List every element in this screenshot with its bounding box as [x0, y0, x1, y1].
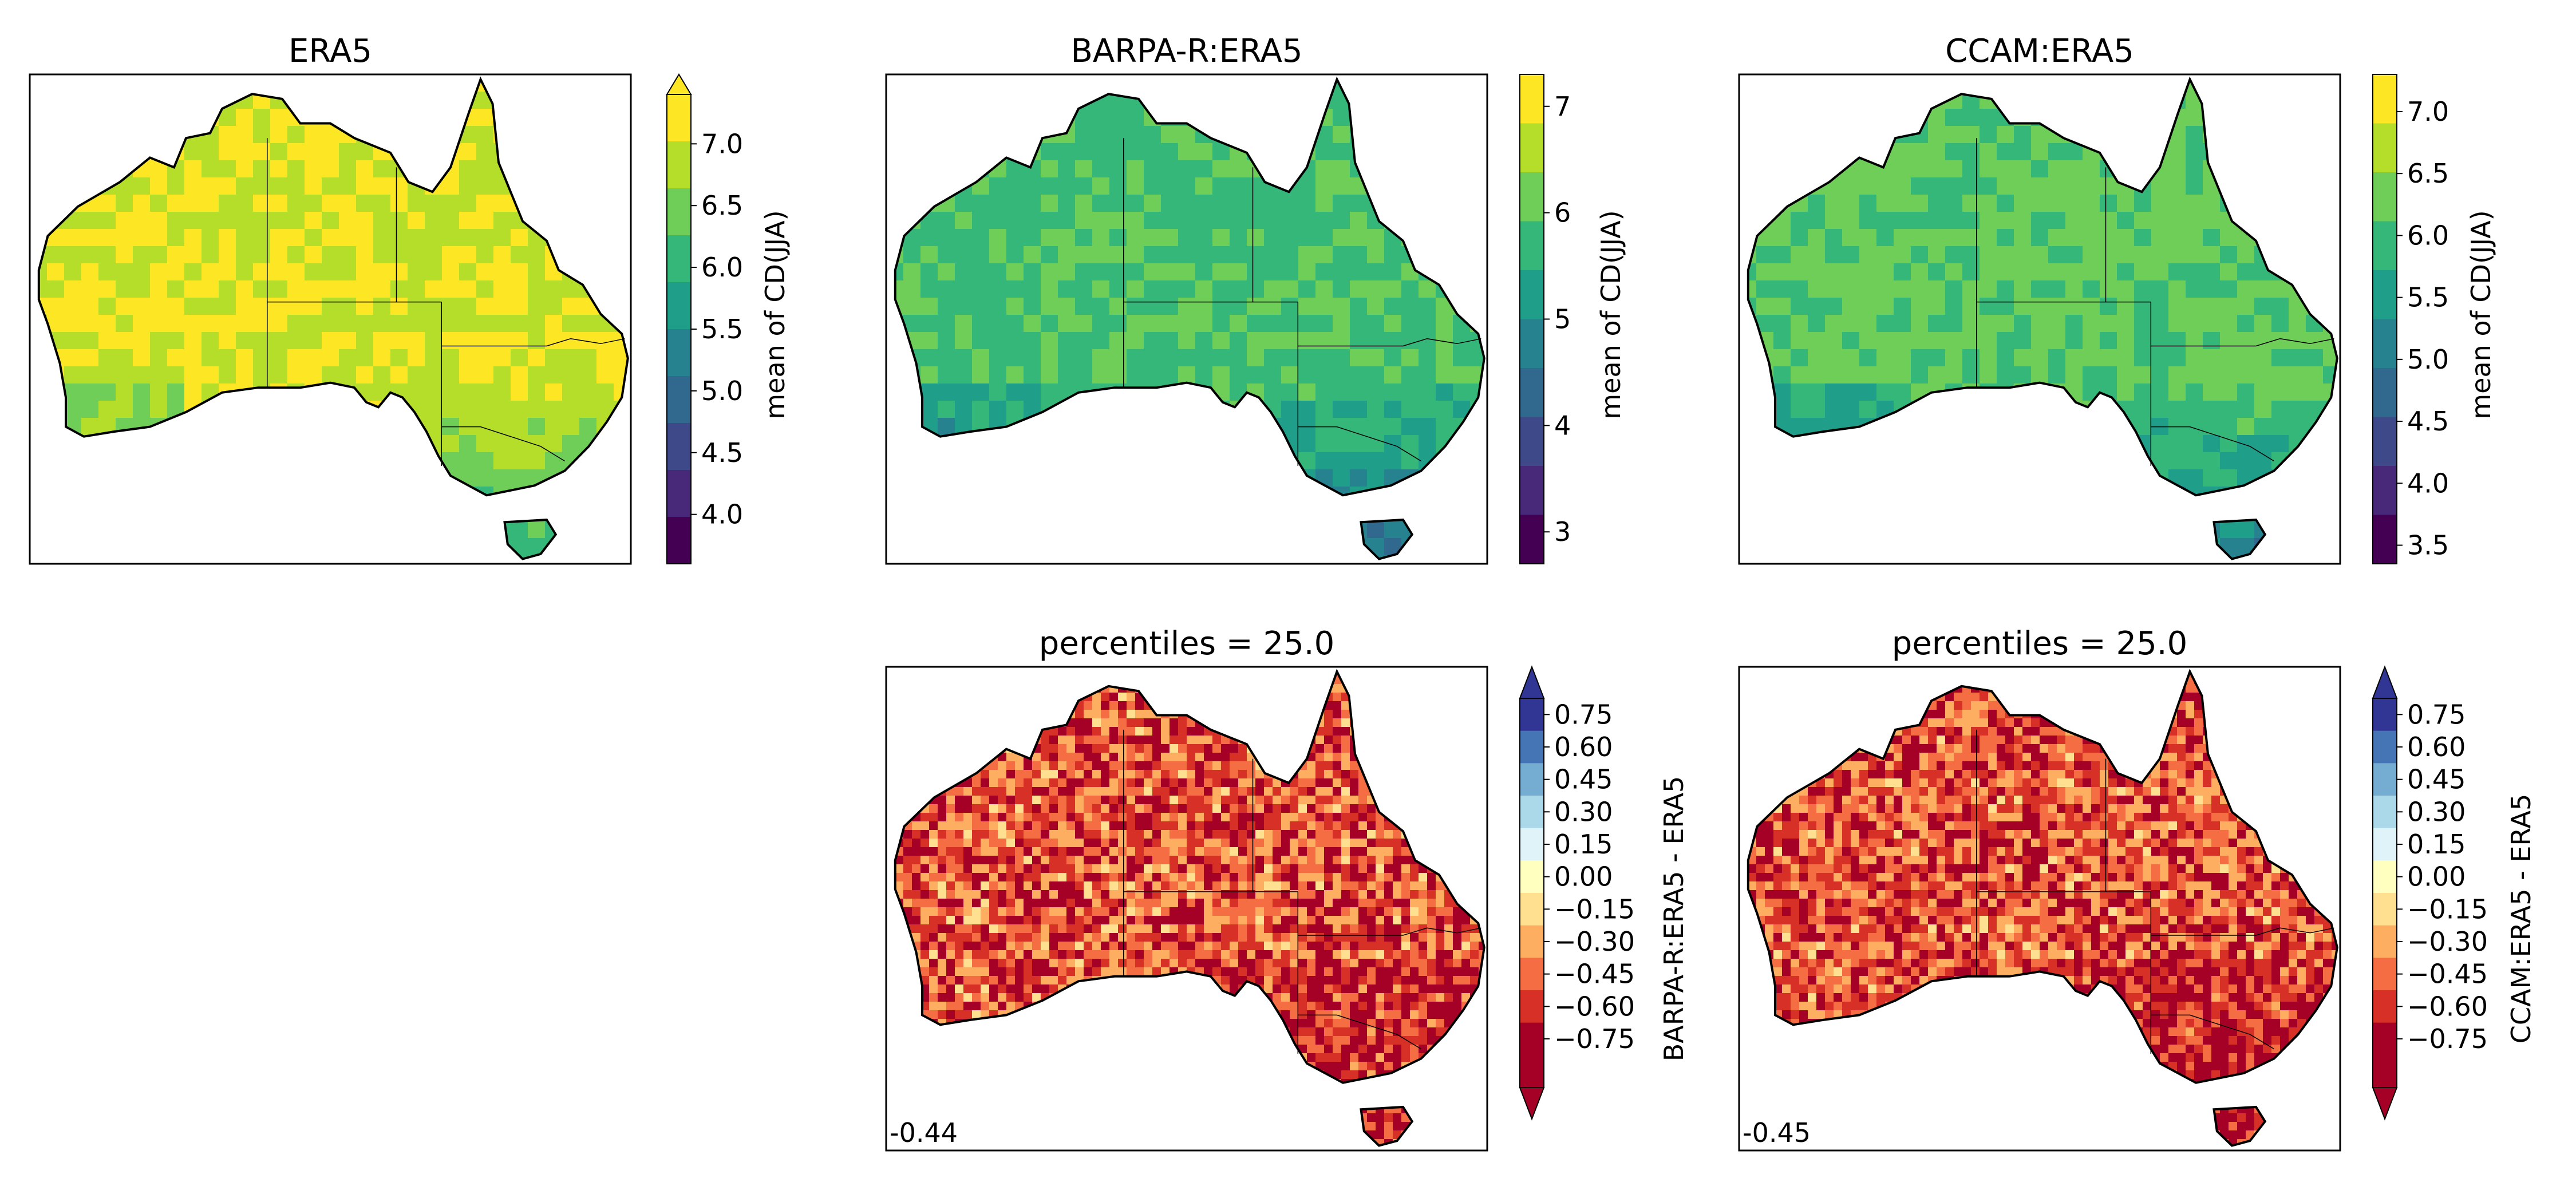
colorbar-tick-label: −0.60 [1554, 991, 1635, 1022]
colorbar-tick-label: 7.0 [2407, 96, 2449, 127]
colorbar-era5: 4.0 4.5 5.0 5.5 6.0 6.5 7.0 mean of CD(JJA) [666, 73, 791, 564]
colorbar-extend-bottom [1519, 1087, 1545, 1121]
colorbar-tick-label: −0.75 [2407, 1023, 2488, 1054]
colorbar-label: CCAM:ERA5 - ERA5 [2506, 794, 2537, 1044]
map-panel-era5: ERA5 [29, 33, 632, 565]
colorbar-tick-label: 4.5 [2407, 406, 2449, 437]
colorbar-tick-label: 0.00 [2407, 861, 2466, 892]
panel-mean-value: -0.44 [890, 1117, 958, 1148]
colorbar-tick-label: −0.30 [1554, 926, 1635, 957]
colorbar-tick-label: 0.75 [2407, 699, 2466, 730]
state-border [1298, 426, 1421, 462]
panel-title: percentiles = 25.0 [1892, 625, 2187, 662]
colorbar-tick-label: 0.15 [1554, 829, 1613, 860]
colorbar-ccam-mean: 3.5 4.0 4.5 5.0 5.5 6.0 6.5 7.0 mean of CD(JJA) [2372, 74, 2496, 564]
colorbar-extend-top [2372, 665, 2398, 699]
colorbar-tick-label: 0.60 [1554, 732, 1613, 762]
colorbar-tick-label: 7.0 [701, 128, 743, 159]
coastline [894, 76, 1485, 497]
coastline [37, 76, 629, 497]
colorbar-ccam-diff: 0.750.600.450.300.150.00−0.15−0.30−0.45−… [2372, 665, 2537, 1121]
colorbar-tick-label: 6.0 [2407, 220, 2449, 251]
map-panel-ccam-mean: CCAM:ERA5 [1738, 33, 2341, 565]
colorbar-tick-label: −0.60 [2407, 991, 2488, 1022]
colorbar-tick-label: 5 [1554, 304, 1571, 335]
colorbar-tick-label: 5.5 [701, 314, 743, 345]
colorbar-tick-label: 0.00 [1554, 861, 1613, 892]
colorbar-tick-label: 0.30 [1554, 796, 1613, 827]
state-border [441, 426, 565, 462]
coastline-tasmania [1360, 519, 1414, 560]
panel-title: percentiles = 25.0 [1039, 625, 1334, 662]
colorbar-tick-label: 5.0 [2407, 344, 2449, 375]
colorbar-tick-label: 4.5 [701, 437, 743, 468]
colorbar-tick-label: 0.30 [2407, 796, 2466, 827]
panel-mean-value: -0.45 [1743, 1117, 1811, 1148]
colorbar-label: mean of CD(JJA) [2466, 210, 2496, 419]
colorbar-extend-bottom [2372, 1087, 2398, 1121]
state-border [2151, 426, 2274, 462]
colorbar-tick-label: −0.75 [1554, 1023, 1635, 1054]
panel-title: ERA5 [289, 33, 372, 70]
colorbar-extend-top [666, 73, 692, 95]
state-border [2151, 1014, 2274, 1050]
colorbar-barpa-mean: 3 4 5 6 7 mean of CD(JJA) [1519, 74, 1626, 564]
state-border [1298, 1014, 1421, 1050]
coastline [1747, 669, 2338, 1084]
state-border [2151, 927, 2334, 936]
colorbar-tick-label: 5.0 [701, 375, 743, 406]
coastline-tasmania [2212, 519, 2267, 560]
coastline [1747, 76, 2338, 497]
colorbar-tick-label: 0.75 [1554, 699, 1613, 730]
colorbar-tick-label: 3.5 [2407, 530, 2449, 561]
colorbar-tick-label: 0.60 [2407, 732, 2466, 762]
map-panel-ccam-diff: percentiles = 25.0 -0.45 [1738, 625, 2341, 1152]
colorbar-tick-label: −0.30 [2407, 926, 2488, 957]
coastline-tasmania [503, 519, 558, 560]
state-border [2151, 338, 2334, 347]
panel-title: BARPA-R:ERA5 [1070, 33, 1302, 70]
colorbar-tick-label: 7 [1554, 91, 1571, 122]
colorbar-tick-label: 3 [1554, 516, 1571, 547]
colorbar-tick-label: 6.0 [701, 252, 743, 283]
colorbar-label: mean of CD(JJA) [760, 210, 791, 419]
map-panel-barpa-mean: BARPA-R:ERA5 [885, 33, 1488, 565]
colorbar-tick-label: 6.5 [2407, 158, 2449, 189]
colorbar-label: BARPA-R:ERA5 - ERA5 [1658, 776, 1689, 1062]
colorbar-tick-label: 4 [1554, 410, 1571, 441]
panel-title: CCAM:ERA5 [1945, 33, 2134, 70]
colorbar-tick-label: −0.45 [1554, 959, 1635, 990]
colorbar-label: mean of CD(JJA) [1595, 210, 1626, 419]
colorbar-barpa-diff: 0.750.600.450.300.150.00−0.15−0.30−0.45−… [1519, 665, 1689, 1121]
colorbar-tick-label: 0.45 [1554, 764, 1613, 795]
colorbar-tick-label: 5.5 [2407, 282, 2449, 313]
colorbar-tick-label: 0.15 [2407, 829, 2466, 860]
state-border [1298, 927, 1481, 936]
colorbar-extend-top [1519, 665, 1545, 699]
colorbar-tick-label: 4.0 [2407, 468, 2449, 499]
colorbar-tick-label: −0.15 [1554, 893, 1635, 924]
colorbar-tick-label: 4.0 [701, 499, 743, 530]
state-border [1298, 338, 1481, 347]
coastline-tasmania [2212, 1105, 2267, 1147]
colorbar-tick-label: 0.45 [2407, 764, 2466, 795]
state-border [441, 338, 625, 347]
colorbar-tick-label: −0.45 [2407, 959, 2488, 990]
colorbar-tick-label: 6.5 [701, 190, 743, 221]
colorbar-tick-label: 6 [1554, 197, 1571, 228]
map-panel-barpa-diff: percentiles = 25.0 -0.44 [885, 625, 1488, 1152]
coastline [894, 669, 1485, 1084]
coastline-tasmania [1360, 1105, 1414, 1147]
colorbar-tick-label: −0.15 [2407, 893, 2488, 924]
